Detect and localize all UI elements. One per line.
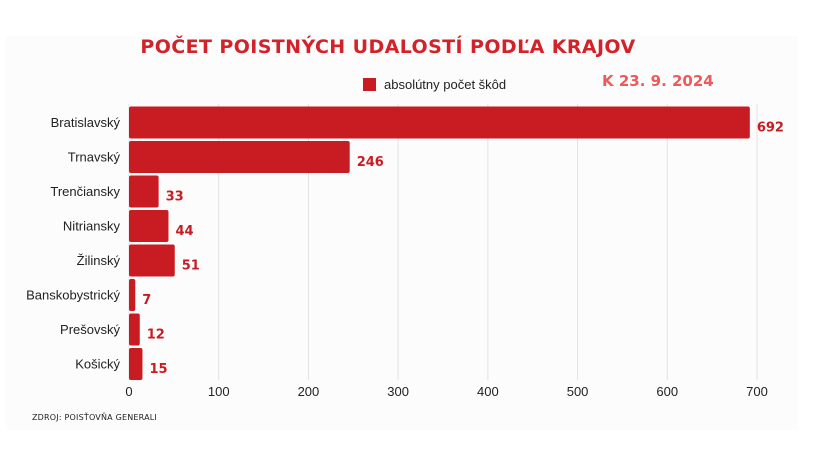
category-label: Košický	[75, 357, 120, 372]
category-label: Bratislavský	[51, 115, 121, 130]
value-label: 12	[147, 328, 165, 343]
value-label: 246	[357, 155, 384, 170]
bars	[129, 106, 750, 380]
x-tick-label: 700	[746, 384, 768, 399]
value-label: 692	[757, 121, 784, 136]
category-label: Nitriansky	[63, 219, 121, 234]
date-label: K 23. 9. 2024	[602, 72, 714, 90]
x-tick-label: 200	[298, 384, 320, 399]
category-label: Banskobystrický	[26, 288, 120, 303]
x-tick-label: 500	[567, 384, 589, 399]
labels: 0 100 200 300 400 500 600 700 Bratislavský 692 Trn…	[26, 115, 784, 399]
legend-swatch	[363, 78, 376, 91]
value-label: 33	[166, 190, 184, 205]
bar-6	[129, 313, 140, 346]
bar-4	[129, 244, 175, 277]
value-label: 15	[149, 362, 167, 377]
bar-1	[129, 141, 350, 173]
legend-label: absolútny počet škôd	[384, 77, 507, 92]
legend: absolútny počet škôd	[363, 77, 506, 92]
x-tick-label: 300	[387, 384, 409, 399]
source-note: ZDROJ: POISŤOVŇA GENERALI	[32, 413, 157, 422]
value-label: 51	[182, 259, 200, 274]
bar-3	[129, 210, 169, 242]
chart-title: POČET POISTNÝCH UDALOSTÍ PODĽA KRAJOV	[140, 36, 636, 58]
bar-0	[129, 106, 750, 139]
x-tick-label: 0	[125, 384, 132, 399]
category-label: Trenčiansky	[50, 184, 120, 199]
x-tick-label: 600	[656, 384, 678, 399]
x-tick-label: 400	[477, 384, 499, 399]
value-label: 7	[142, 293, 151, 308]
value-label: 44	[175, 224, 193, 239]
x-tick-label: 100	[208, 384, 230, 399]
bar-7	[129, 348, 143, 380]
category-label: Žilinský	[77, 253, 121, 268]
bar-5	[129, 279, 136, 311]
bar-2	[129, 175, 159, 208]
category-label: Trnavský	[68, 150, 121, 165]
category-label: Prešovský	[60, 322, 120, 337]
